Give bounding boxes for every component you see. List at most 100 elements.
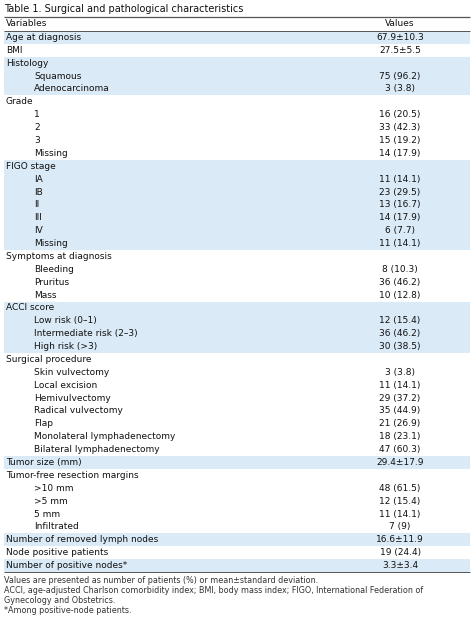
Bar bbox=[4, 520, 470, 533]
Text: 15 (19.2): 15 (19.2) bbox=[379, 136, 421, 145]
Bar bbox=[4, 417, 470, 430]
Bar bbox=[4, 250, 470, 263]
Text: 33 (42.3): 33 (42.3) bbox=[380, 123, 421, 132]
Bar bbox=[4, 83, 470, 95]
Bar bbox=[4, 430, 470, 443]
Text: 36 (46.2): 36 (46.2) bbox=[380, 329, 421, 338]
Text: 47 (60.3): 47 (60.3) bbox=[379, 445, 421, 454]
Bar bbox=[4, 211, 470, 224]
Text: 19 (24.4): 19 (24.4) bbox=[380, 548, 420, 557]
Text: 2: 2 bbox=[34, 123, 40, 132]
Text: 6 (7.7): 6 (7.7) bbox=[385, 226, 415, 235]
Text: Histology: Histology bbox=[6, 59, 48, 68]
Bar bbox=[4, 508, 470, 520]
Text: 29.4±17.9: 29.4±17.9 bbox=[376, 458, 424, 467]
Text: 21 (26.9): 21 (26.9) bbox=[380, 419, 421, 428]
Bar bbox=[4, 366, 470, 379]
Bar bbox=[4, 224, 470, 237]
Text: Table 1. Surgical and pathological characteristics: Table 1. Surgical and pathological chara… bbox=[4, 4, 243, 14]
Text: 7 (9): 7 (9) bbox=[390, 522, 411, 531]
Bar bbox=[4, 263, 470, 276]
Text: 67.9±10.3: 67.9±10.3 bbox=[376, 33, 424, 42]
Text: ACCI, age-adjusted Charlson comorbidity index; BMI, body mass index; FIGO, Inter: ACCI, age-adjusted Charlson comorbidity … bbox=[4, 586, 423, 595]
Text: >10 mm: >10 mm bbox=[34, 484, 73, 493]
Text: 1: 1 bbox=[34, 110, 40, 119]
Bar bbox=[4, 404, 470, 417]
Text: 18 (23.1): 18 (23.1) bbox=[379, 432, 421, 441]
Text: 3 (3.8): 3 (3.8) bbox=[385, 84, 415, 93]
Bar bbox=[4, 456, 470, 469]
Text: IB: IB bbox=[34, 188, 43, 196]
Bar bbox=[4, 57, 470, 70]
Text: Surgical procedure: Surgical procedure bbox=[6, 355, 91, 364]
Text: Mass: Mass bbox=[34, 291, 56, 300]
Bar bbox=[4, 314, 470, 327]
Text: Values: Values bbox=[385, 19, 415, 29]
Text: 10 (12.8): 10 (12.8) bbox=[379, 291, 421, 300]
Text: Missing: Missing bbox=[34, 149, 68, 158]
Text: 16 (20.5): 16 (20.5) bbox=[379, 110, 421, 119]
Text: 35 (44.9): 35 (44.9) bbox=[380, 406, 421, 415]
Text: Tumor size (mm): Tumor size (mm) bbox=[6, 458, 82, 467]
Text: II: II bbox=[34, 200, 39, 209]
Bar bbox=[4, 301, 470, 314]
Text: Node positive patients: Node positive patients bbox=[6, 548, 108, 557]
Text: 11 (14.1): 11 (14.1) bbox=[379, 239, 421, 248]
Bar bbox=[4, 495, 470, 508]
Bar bbox=[4, 469, 470, 482]
Bar bbox=[4, 482, 470, 495]
Text: Local excision: Local excision bbox=[34, 381, 97, 390]
Bar bbox=[4, 44, 470, 57]
Text: Tumor-free resection margins: Tumor-free resection margins bbox=[6, 471, 138, 480]
Text: 30 (38.5): 30 (38.5) bbox=[379, 342, 421, 351]
Bar bbox=[4, 70, 470, 83]
Text: Low risk (0–1): Low risk (0–1) bbox=[34, 316, 97, 325]
Text: Values are presented as number of patients (%) or mean±standard deviation.: Values are presented as number of patien… bbox=[4, 576, 318, 585]
Text: Variables: Variables bbox=[6, 19, 47, 29]
Text: Age at diagnosis: Age at diagnosis bbox=[6, 33, 81, 42]
Bar bbox=[4, 31, 470, 44]
Text: Number of positive nodes*: Number of positive nodes* bbox=[6, 561, 127, 570]
Text: 5 mm: 5 mm bbox=[34, 509, 60, 518]
Bar bbox=[4, 392, 470, 404]
Text: Flap: Flap bbox=[34, 419, 53, 428]
Bar bbox=[4, 95, 470, 108]
Bar bbox=[4, 134, 470, 147]
Text: III: III bbox=[34, 213, 42, 222]
Bar bbox=[4, 353, 470, 366]
Text: 11 (14.1): 11 (14.1) bbox=[379, 381, 421, 390]
Text: 12 (15.4): 12 (15.4) bbox=[380, 497, 421, 506]
Text: 3: 3 bbox=[34, 136, 40, 145]
Bar bbox=[4, 546, 470, 559]
Bar bbox=[4, 186, 470, 198]
Text: IV: IV bbox=[34, 226, 43, 235]
Text: 16.6±11.9: 16.6±11.9 bbox=[376, 535, 424, 544]
Text: Gynecology and Obstetrics.: Gynecology and Obstetrics. bbox=[4, 596, 115, 605]
Text: 29 (37.2): 29 (37.2) bbox=[380, 394, 421, 403]
Text: 3 (3.8): 3 (3.8) bbox=[385, 368, 415, 377]
Bar bbox=[4, 340, 470, 353]
Text: 12 (15.4): 12 (15.4) bbox=[380, 316, 421, 325]
Bar bbox=[4, 327, 470, 340]
Text: Symptoms at diagnosis: Symptoms at diagnosis bbox=[6, 252, 112, 261]
Text: 13 (16.7): 13 (16.7) bbox=[379, 200, 421, 209]
Text: 36 (46.2): 36 (46.2) bbox=[380, 278, 421, 287]
Text: IA: IA bbox=[34, 175, 43, 184]
Text: Hemivulvectomy: Hemivulvectomy bbox=[34, 394, 111, 403]
Text: FIGO stage: FIGO stage bbox=[6, 162, 56, 171]
Text: Missing: Missing bbox=[34, 239, 68, 248]
Bar bbox=[4, 276, 470, 289]
Bar bbox=[4, 443, 470, 456]
Text: Adenocarcinoma: Adenocarcinoma bbox=[34, 84, 109, 93]
Text: Squamous: Squamous bbox=[34, 72, 82, 81]
Text: 27.5±5.5: 27.5±5.5 bbox=[379, 46, 421, 55]
Text: 75 (96.2): 75 (96.2) bbox=[379, 72, 421, 81]
Text: 11 (14.1): 11 (14.1) bbox=[379, 509, 421, 518]
Text: Intermediate risk (2–3): Intermediate risk (2–3) bbox=[34, 329, 137, 338]
Text: Bilateral lymphadenectomy: Bilateral lymphadenectomy bbox=[34, 445, 160, 454]
Text: Bleeding: Bleeding bbox=[34, 265, 74, 274]
Text: 14 (17.9): 14 (17.9) bbox=[379, 149, 421, 158]
Text: ACCI score: ACCI score bbox=[6, 303, 54, 312]
Bar bbox=[4, 198, 470, 211]
Text: Radical vulvectomy: Radical vulvectomy bbox=[34, 406, 123, 415]
